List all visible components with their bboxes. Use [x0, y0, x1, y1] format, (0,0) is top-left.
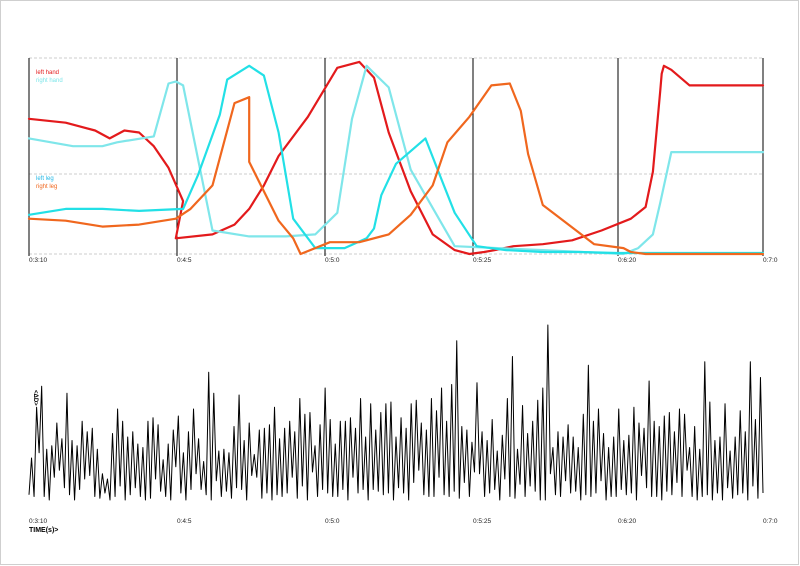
- series-line-right-hand: [27, 64, 765, 256]
- x-axis-label: TIME(s)>: [29, 527, 58, 534]
- x-tick-label: 0:5:25: [473, 518, 491, 525]
- x-tick-label: 0:7:0: [763, 518, 778, 525]
- bottom-chart-series: [28, 324, 764, 501]
- signal-trace-chart: 0:3:10 0:4:5 0:5:0 0:5:25 0:6:20 0:7:0 <ΔD> T…: [28, 324, 778, 534]
- top-chart-x-tick-labels: 0:3:10 0:4:5 0:5:0 0:5:25 0:6:20 0:7:0: [29, 257, 778, 264]
- legend-right-leg: right leg: [36, 184, 57, 190]
- series-line-signal: [28, 324, 764, 501]
- x-tick-label: 0:6:20: [618, 518, 636, 525]
- limb-motion-chart: 0:3:10 0:4:5 0:5:0 0:5:25 0:6:20 0:7:0 left h…: [27, 57, 778, 264]
- x-tick-label: 0:4:5: [177, 257, 192, 264]
- x-tick-label: 0:5:0: [325, 257, 340, 264]
- legend-left-leg: left leg: [36, 176, 54, 182]
- legend-right-hand: right hand: [36, 78, 63, 84]
- x-tick-label: 0:6:20: [618, 257, 636, 264]
- y-axis-label: <ΔD>: [32, 390, 38, 406]
- top-chart-legend: left hand right hand left leg right leg: [36, 70, 63, 190]
- x-tick-label: 0:4:5: [177, 518, 192, 525]
- series-line-left-leg: [27, 64, 765, 255]
- bottom-chart-x-tick-labels: 0:3:10 0:4:5 0:5:0 0:5:25 0:6:20 0:7:0: [29, 518, 778, 525]
- x-tick-label: 0:7:0: [763, 257, 778, 264]
- series-line-right-leg: [27, 82, 765, 256]
- legend-left-hand: left hand: [36, 70, 59, 76]
- x-tick-label: 0:5:25: [473, 257, 491, 264]
- x-tick-label: 0:3:10: [29, 257, 47, 264]
- x-tick-label: 0:5:0: [325, 518, 340, 525]
- x-tick-label: 0:3:10: [29, 518, 47, 525]
- top-chart-series: [27, 60, 765, 256]
- top-chart-gridlines: [28, 57, 764, 256]
